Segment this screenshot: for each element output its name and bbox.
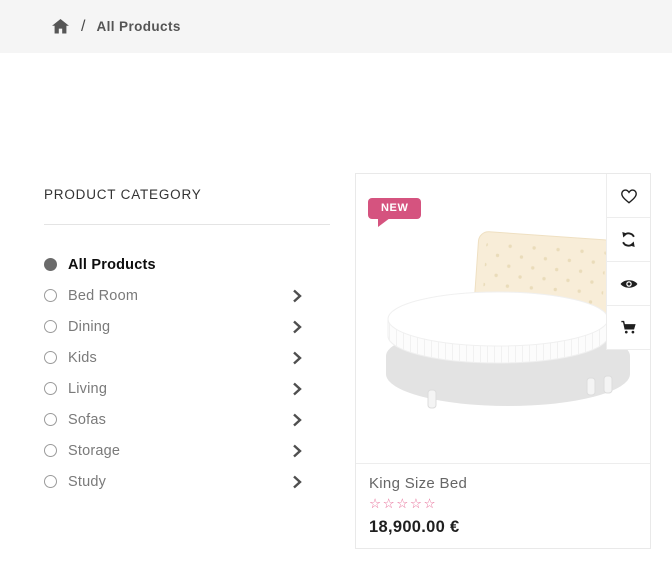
star-outline-icon: ☆	[409, 496, 424, 512]
new-badge: NEW	[368, 198, 422, 227]
chevron-right-icon[interactable]	[292, 444, 302, 458]
sidebar-item-all-products[interactable]: All Products	[44, 249, 302, 280]
eye-icon	[620, 279, 637, 288]
bed-mattress	[387, 291, 609, 364]
category-label: Storage	[68, 442, 121, 459]
category-list: All Products Bed Room Dining Kids	[44, 249, 330, 497]
radio-icon[interactable]	[44, 320, 57, 333]
radio-selected-icon[interactable]	[44, 258, 57, 271]
radio-icon[interactable]	[44, 289, 57, 302]
home-icon[interactable]	[52, 19, 70, 35]
sidebar-title: PRODUCT CATEGORY	[44, 187, 202, 202]
product-image[interactable]	[358, 224, 648, 429]
sidebar-item-kids[interactable]: Kids	[44, 342, 302, 373]
category-label: Kids	[68, 349, 98, 366]
sidebar-item-storage[interactable]: Storage	[44, 435, 302, 466]
radio-icon[interactable]	[44, 351, 57, 364]
sidebar-item-study[interactable]: Study	[44, 466, 302, 497]
chevron-right-icon[interactable]	[292, 320, 302, 334]
chevron-right-icon[interactable]	[292, 413, 302, 427]
chevron-right-icon[interactable]	[292, 382, 302, 396]
star-outline-icon: ☆	[382, 496, 397, 512]
quick-view-button[interactable]	[606, 262, 650, 306]
bed-legs	[427, 375, 613, 409]
sidebar-item-sofas[interactable]: Sofas	[44, 404, 302, 435]
category-label: Bed Room	[68, 287, 139, 304]
refresh-icon	[622, 232, 635, 247]
product-card: NEW	[355, 173, 651, 549]
category-label: Sofas	[68, 411, 107, 428]
sidebar-item-bed-room[interactable]: Bed Room	[44, 280, 302, 311]
product-title[interactable]: King Size Bed	[369, 475, 468, 492]
rating-stars: ☆☆☆☆☆	[369, 496, 637, 512]
sidebar-item-living[interactable]: Living	[44, 373, 302, 404]
breadcrumb-separator: /	[81, 17, 86, 35]
chevron-right-icon[interactable]	[292, 475, 302, 489]
product-category-sidebar: PRODUCT CATEGORY All Products Bed Room D…	[44, 187, 330, 497]
star-outline-icon: ☆	[423, 496, 438, 512]
home-icon-svg	[52, 19, 69, 34]
chevron-right-icon[interactable]	[292, 351, 302, 365]
product-actions	[606, 174, 650, 350]
category-label: Dining	[68, 318, 111, 335]
add-to-cart-button[interactable]	[606, 306, 650, 350]
star-outline-icon: ☆	[396, 496, 410, 512]
cart-icon	[621, 320, 636, 334]
chevron-right-icon[interactable]	[292, 289, 302, 303]
wishlist-button[interactable]	[606, 174, 650, 218]
heart-icon	[620, 188, 637, 204]
product-info: King Size Bed ☆☆☆☆☆ 18,900.00 €	[356, 463, 650, 548]
radio-icon[interactable]	[44, 444, 57, 457]
sidebar-divider	[44, 224, 330, 225]
sidebar-item-dining[interactable]: Dining	[44, 311, 302, 342]
product-price: 18,900.00 €	[369, 518, 460, 536]
breadcrumb-current-page: All Products	[96, 19, 181, 34]
radio-icon[interactable]	[44, 382, 57, 395]
category-label: Living	[68, 380, 108, 397]
radio-icon[interactable]	[44, 475, 57, 488]
category-label: All Products	[68, 256, 156, 273]
star-outline-icon: ☆	[369, 496, 383, 512]
category-label: Study	[68, 473, 107, 490]
radio-icon[interactable]	[44, 413, 57, 426]
compare-button[interactable]	[606, 218, 650, 262]
breadcrumb: / All Products	[0, 0, 672, 53]
